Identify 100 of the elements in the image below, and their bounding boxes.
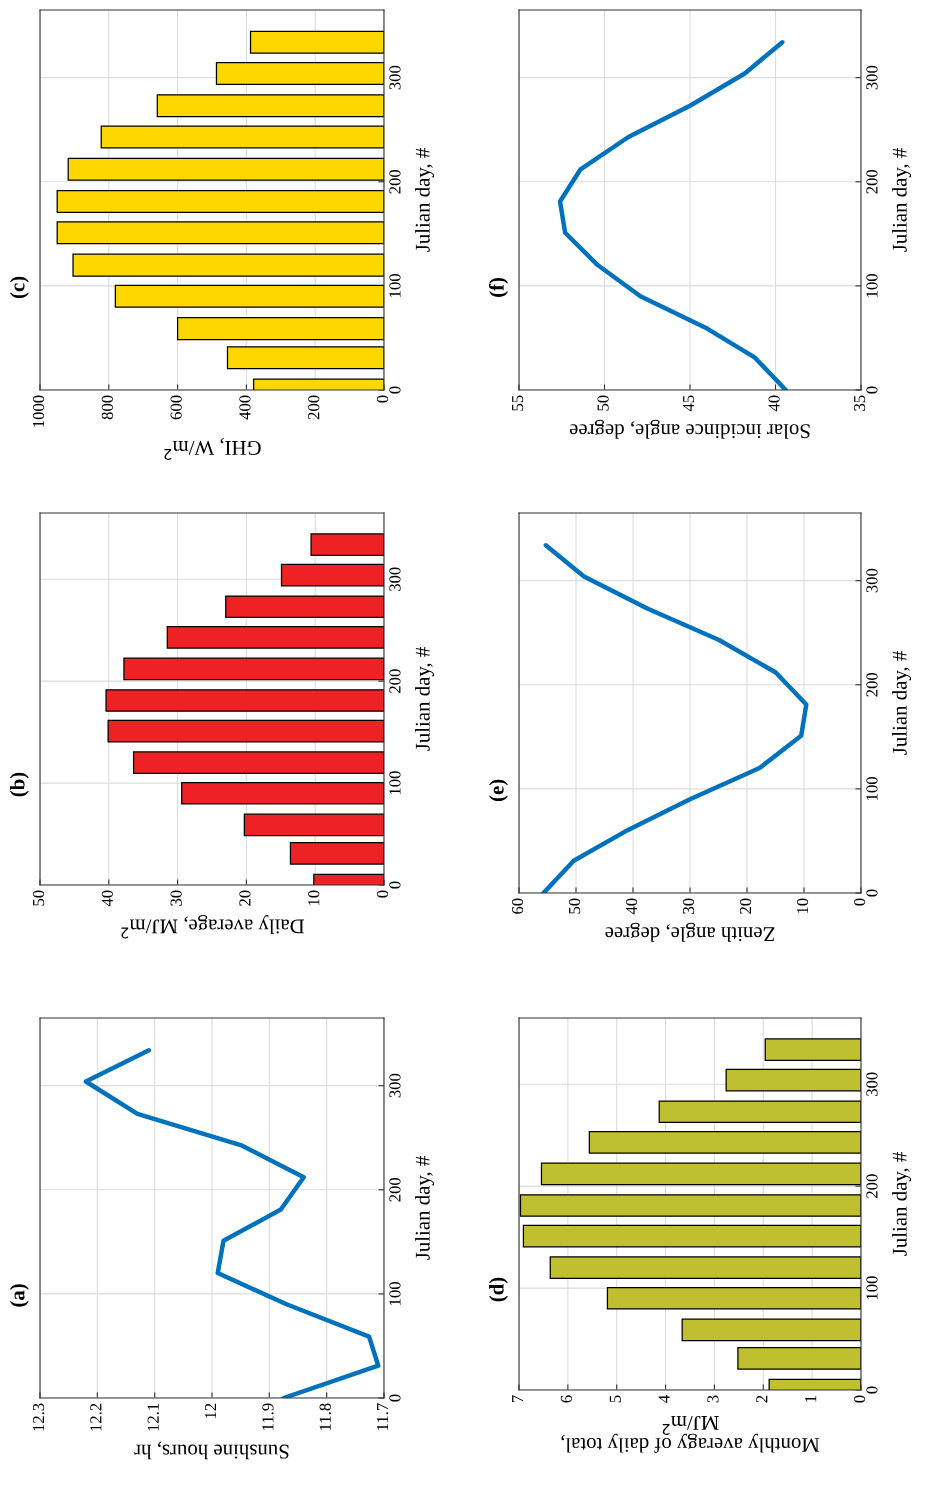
bar: [123, 657, 384, 681]
bar: [280, 563, 384, 587]
x-tick-label: 11.9: [262, 1403, 274, 1430]
x-tick-label: 0: [376, 890, 389, 898]
y-axis-title: Julian day, #: [415, 1156, 435, 1260]
y-tick-label: 300: [389, 567, 401, 591]
y-tick-label: 200: [866, 169, 878, 194]
line-series: [557, 40, 788, 390]
y-axis-title: Julian day, #: [415, 148, 435, 252]
x-tick-label: 11.7: [377, 1403, 389, 1430]
bar: [67, 157, 384, 181]
bar: [243, 813, 384, 837]
text: (a): [9, 1284, 29, 1307]
x-tick-label: 10: [796, 898, 809, 914]
x-tick-label: 800: [101, 395, 113, 420]
bar: [176, 317, 384, 341]
x-axis-title: Solar incidince angle, degree: [569, 419, 810, 439]
x-tick-label: 50: [597, 395, 609, 411]
x-tick-label: 60: [511, 898, 524, 914]
bar: [725, 1068, 861, 1092]
x-tick-label: 400: [239, 395, 251, 420]
x-axis-title: Monthly averagy of daily total, MJ/m$^{2}$: [561, 1415, 820, 1453]
x-tick-label: 0: [853, 1395, 866, 1403]
bar: [549, 1256, 861, 1280]
x-tick-label: 12: [204, 1403, 217, 1419]
x-tick-label: 50: [568, 898, 581, 914]
y-tick-label: 300: [866, 1072, 878, 1096]
y-tick-label: 300: [389, 1073, 401, 1098]
y-tick-label: 100: [389, 1282, 401, 1305]
bar: [310, 533, 384, 556]
bar: [181, 781, 384, 805]
x-tick-label: 0: [376, 395, 389, 403]
x-tick-label: 20: [239, 890, 251, 906]
bar: [522, 1224, 861, 1248]
text: (e): [489, 779, 508, 802]
y-tick-label: 200: [389, 169, 401, 194]
x-tick-label: 40: [768, 395, 780, 412]
bar: [764, 1038, 861, 1061]
text: (f): [488, 277, 509, 297]
x-tick-label: 40: [625, 898, 638, 915]
bar: [249, 30, 384, 54]
bar: [107, 719, 384, 743]
y-axis-title: Julian day, #: [415, 647, 435, 751]
text: (b): [9, 772, 29, 797]
x-tick-label: 40: [101, 890, 113, 907]
bar: [215, 61, 384, 86]
x-tick-label: 200: [308, 395, 320, 420]
x-axis-title: GHI, W/m$^{2}$: [164, 437, 261, 460]
y-axis-title: Julian day, #: [892, 651, 912, 755]
y-tick-label: 200: [389, 1177, 401, 1202]
bar: [681, 1318, 861, 1342]
x-tick-label: 20: [739, 898, 752, 914]
x-tick-label: 7: [512, 1395, 524, 1403]
bar: [156, 94, 384, 118]
bar: [166, 626, 384, 649]
y-tick-label: 100: [389, 771, 401, 795]
x-tick-label: 3: [707, 1395, 719, 1403]
bar: [540, 1162, 861, 1186]
x-axis-title: Sunshine hours, hr: [134, 1441, 289, 1460]
x-tick-label: 55: [512, 395, 524, 411]
y-tick-label: 200: [866, 672, 878, 697]
x-tick-label: 12.2: [90, 1403, 102, 1431]
bar: [226, 346, 384, 370]
bar: [56, 221, 384, 245]
y-tick-label: 0: [389, 881, 401, 889]
bar: [519, 1194, 861, 1217]
x-axis-title: Zenith angle, degree: [605, 922, 775, 942]
x-tick-label: 35: [853, 395, 866, 411]
y-tick-label: 100: [866, 1276, 878, 1300]
bar: [105, 689, 384, 712]
bar: [56, 190, 384, 214]
x-tick-label: 30: [682, 898, 695, 914]
x-tick-label: 45: [683, 395, 695, 412]
bar: [588, 1131, 861, 1154]
y-axis-title: Julian day, #: [892, 148, 912, 252]
line-series: [83, 1048, 381, 1398]
y-tick-label: 200: [389, 669, 401, 693]
bar: [225, 595, 384, 619]
bar: [658, 1100, 861, 1124]
bar: [100, 125, 384, 149]
x-tick-label: 6: [560, 1395, 573, 1403]
y-axis-title: Julian day, #: [892, 1152, 912, 1256]
x-tick-label: 0: [853, 898, 866, 906]
y-tick-label: 0: [866, 386, 878, 394]
x-tick-label: 30: [170, 890, 182, 906]
bar: [72, 253, 384, 277]
x-tick-label: 12.3: [32, 1403, 45, 1431]
text: (c): [9, 276, 29, 299]
x-tick-label: 5: [609, 1395, 621, 1403]
y-tick-label: 100: [866, 274, 878, 297]
y-tick-label: 300: [866, 65, 878, 90]
x-tick-label: 4: [658, 1395, 670, 1403]
line-series: [541, 543, 809, 893]
y-tick-label: 0: [866, 1386, 878, 1394]
bar: [132, 751, 384, 775]
text: (d): [489, 1277, 508, 1302]
y-tick-label: 0: [389, 386, 401, 394]
x-tick-label: 11.8: [319, 1403, 331, 1430]
bar: [606, 1286, 861, 1310]
y-tick-label: 100: [866, 777, 878, 800]
